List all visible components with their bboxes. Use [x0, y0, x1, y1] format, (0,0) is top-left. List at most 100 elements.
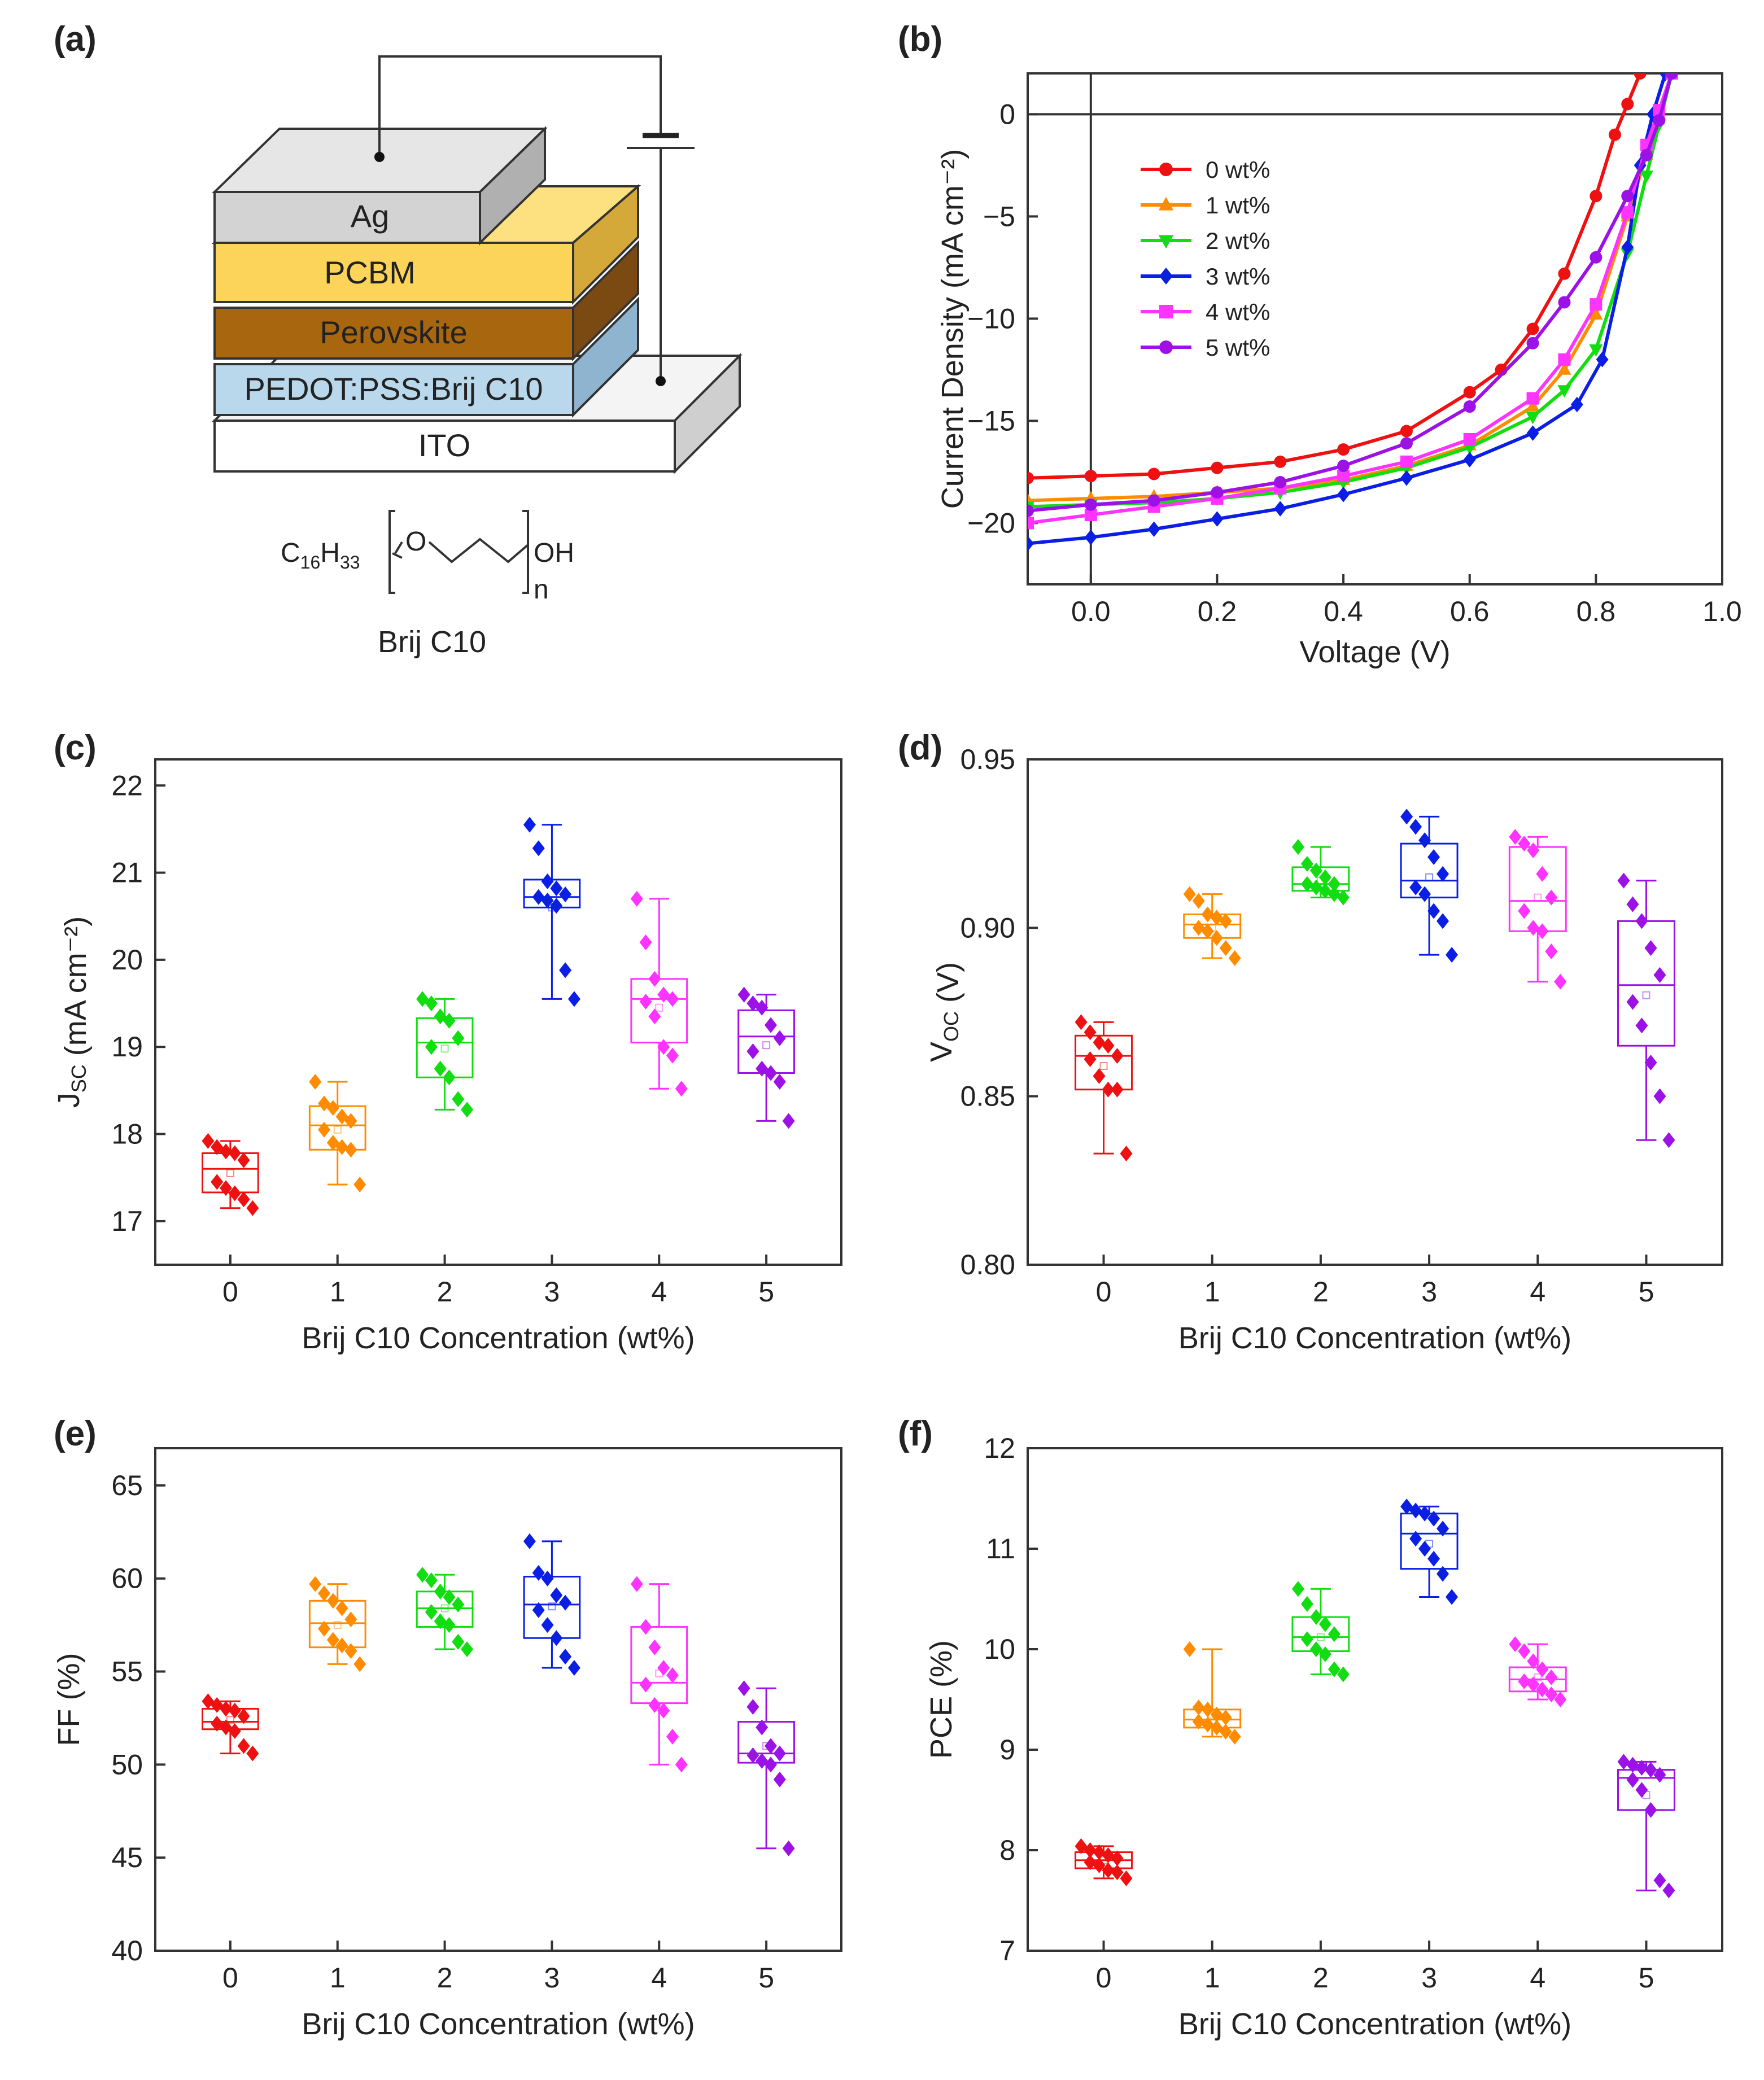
- data-point: [1427, 903, 1440, 919]
- box-mean: [226, 1169, 234, 1177]
- data-point: [344, 1113, 357, 1129]
- x-tick-label: 3: [544, 1962, 560, 1994]
- data-point: [1545, 889, 1558, 906]
- data-point: [567, 991, 580, 1007]
- x-tick-label: 3: [1421, 1962, 1437, 1994]
- data-point: [1201, 923, 1214, 940]
- data-point: [1644, 940, 1657, 956]
- jv-point: [1634, 73, 1647, 80]
- box-group-3: [1400, 809, 1459, 963]
- data-point: [523, 816, 536, 833]
- box-group-4: [1508, 1636, 1567, 1707]
- data-point: [335, 1600, 348, 1616]
- jv-point: [1211, 461, 1224, 474]
- data-point: [1418, 886, 1431, 902]
- jv-series-line: [1028, 73, 1674, 509]
- data-point: [452, 1596, 465, 1613]
- data-point: [452, 1633, 465, 1650]
- data-point: [335, 1637, 348, 1654]
- data-point: [461, 1102, 474, 1118]
- jv-series-4: [1028, 73, 1678, 530]
- y-tick-label: 55: [111, 1656, 143, 1688]
- x-tick-label: 0: [1096, 1276, 1112, 1308]
- box-group-5: [737, 986, 795, 1129]
- plot-frame: [1027, 1447, 1723, 1952]
- data-point: [1300, 1596, 1313, 1612]
- data-point: [237, 1191, 250, 1208]
- data-point: [675, 1756, 688, 1773]
- y-tick-label: 0.95: [960, 744, 1015, 775]
- jv-point: [1463, 432, 1476, 445]
- layer-label-ito: ITO: [418, 427, 470, 463]
- data-point: [1427, 1550, 1440, 1567]
- jv-point: [1558, 353, 1571, 366]
- box-mean: [1316, 1633, 1325, 1641]
- box-mean: [1425, 873, 1434, 881]
- data-point: [237, 1708, 250, 1724]
- x-tick-label: 0.2: [1198, 596, 1237, 627]
- data-point: [1102, 1862, 1115, 1878]
- box-iqr: [523, 879, 581, 908]
- data-point: [1093, 1844, 1106, 1860]
- panel-label-a: (a): [54, 20, 97, 59]
- data-point: [1309, 879, 1322, 895]
- jv-point: [1526, 392, 1539, 405]
- x-tick-label: 5: [758, 1962, 774, 1994]
- legend-label: 1 wt%: [1206, 192, 1270, 219]
- data-point: [746, 1747, 759, 1763]
- y-tick-label: −15: [967, 405, 1015, 436]
- jv-series-1: [1028, 73, 1679, 506]
- y-tick-label: −20: [967, 507, 1015, 539]
- data-point: [1554, 973, 1567, 990]
- data-point: [648, 971, 661, 987]
- data-point: [773, 1745, 786, 1762]
- data-point: [1328, 886, 1341, 902]
- data-point: [237, 1152, 250, 1168]
- data-point: [765, 1065, 778, 1081]
- box-group-1: [1183, 886, 1242, 967]
- box-group-0: [202, 1133, 259, 1216]
- data-point: [1626, 1756, 1639, 1773]
- box-group-1: [308, 1576, 366, 1672]
- data-point: [1617, 872, 1630, 889]
- data-point: [1084, 1854, 1097, 1871]
- data-point: [1527, 920, 1540, 936]
- data-point: [523, 1533, 536, 1549]
- y-tick-label: −5: [983, 200, 1015, 232]
- x-tick-label: 3: [544, 1276, 560, 1308]
- jv-point: [1462, 442, 1477, 455]
- data-point: [202, 1133, 215, 1149]
- data-point: [1228, 950, 1241, 967]
- y-tick-label: 40: [111, 1935, 143, 1967]
- box-iqr: [523, 1575, 581, 1639]
- data-point: [1318, 869, 1331, 885]
- data-point: [434, 1583, 447, 1600]
- data-point: [1653, 1872, 1666, 1889]
- jv-point: [1589, 307, 1603, 320]
- data-point: [1509, 829, 1522, 845]
- x-tick-label: 2: [1313, 1276, 1329, 1308]
- data-point: [746, 1699, 759, 1715]
- x-tick-label: 1.0: [1702, 596, 1742, 627]
- jv-point: [1274, 455, 1287, 468]
- jv-series-line: [1028, 73, 1642, 480]
- data-point: [1653, 967, 1666, 983]
- x-tick-label: 4: [651, 1276, 667, 1308]
- circuit-wire-top: [378, 55, 662, 157]
- box-group-1: [1183, 1641, 1242, 1745]
- data-point: [1518, 836, 1531, 852]
- jv-point: [1526, 337, 1539, 349]
- data-point: [228, 1145, 241, 1161]
- data-point: [1075, 1014, 1088, 1030]
- box-group-5: [737, 1680, 795, 1856]
- x-tick-label: 1: [330, 1276, 346, 1308]
- ito-contact-dot: [656, 376, 666, 386]
- data-point: [344, 1142, 357, 1158]
- y-tick-label: 0.90: [960, 912, 1015, 943]
- data-point: [1318, 1616, 1331, 1632]
- data-point: [228, 1702, 241, 1719]
- jv-point: [1526, 399, 1540, 412]
- x-tick-label: 5: [758, 1276, 774, 1308]
- legend-label: 5 wt%: [1206, 334, 1270, 361]
- data-point: [1084, 1051, 1097, 1068]
